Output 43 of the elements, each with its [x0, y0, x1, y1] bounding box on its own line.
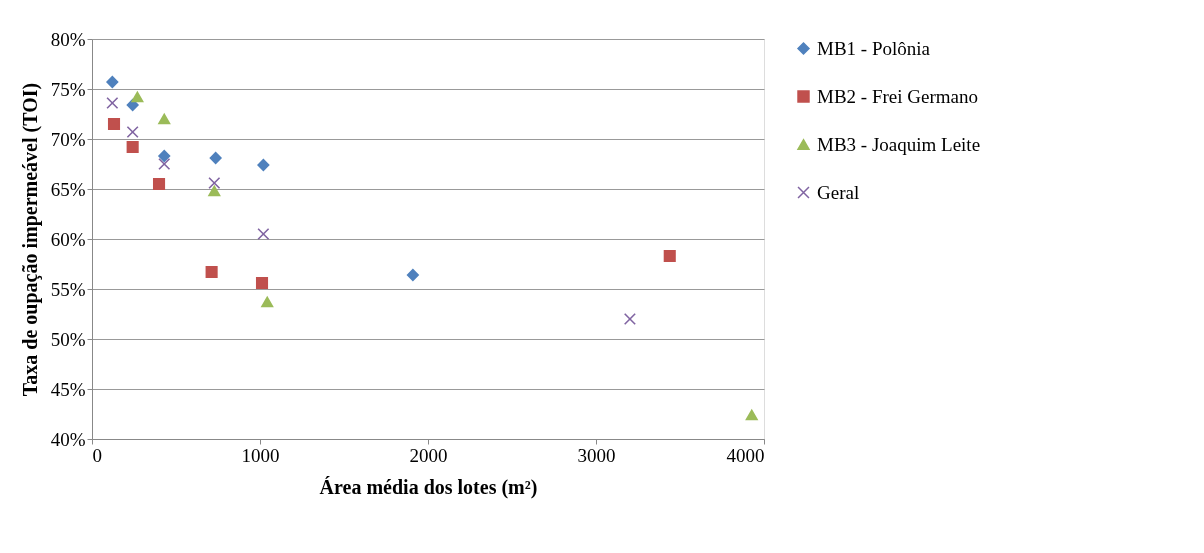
x-tick-label: 3000: [577, 444, 616, 466]
x-tick-label: 1000: [241, 444, 280, 466]
point: [255, 276, 269, 290]
y-tick-label: 50%: [50, 328, 86, 350]
point: [209, 151, 222, 165]
point: [745, 409, 758, 421]
point: [208, 185, 221, 197]
point: [257, 158, 270, 172]
y-axis-title: Taxa de oupação impermeável (TOI): [18, 82, 42, 397]
x-tick-label: 4000: [726, 444, 765, 466]
point: [107, 117, 121, 131]
y-tick-label: 75%: [50, 78, 86, 100]
point: [406, 268, 419, 282]
point: [131, 91, 144, 103]
y-tick-label: 65%: [50, 178, 86, 200]
point: [261, 296, 274, 308]
x-tick-label: 2000: [409, 444, 448, 466]
legend-label: MB1 - Polônia: [817, 37, 931, 59]
y-tick-label: 60%: [50, 228, 86, 250]
point: [158, 113, 171, 125]
point: [106, 96, 119, 110]
point: [257, 227, 270, 241]
point: [126, 140, 139, 154]
point: [208, 176, 221, 190]
point: [106, 75, 119, 89]
legend-label: Geral: [817, 181, 860, 203]
y-tick-label: 45%: [50, 378, 86, 400]
legend-label: MB2 - Frei Germano: [817, 85, 978, 107]
point: [663, 249, 676, 263]
y-tick-label: 70%: [50, 128, 86, 150]
point: [623, 312, 636, 326]
y-tick-label: 55%: [50, 278, 86, 300]
point: [158, 157, 171, 171]
y-tick-label: 80%: [50, 28, 86, 50]
point: [126, 125, 139, 139]
point: [205, 265, 218, 279]
y-tick-label: 40%: [50, 428, 86, 450]
point: [126, 98, 139, 112]
x-axis-title: Área média dos lotes (m²): [319, 475, 538, 499]
x-tick-label: 0: [92, 444, 102, 466]
legend-label: MB3 - Joaquim Leite: [817, 133, 981, 155]
point: [152, 177, 166, 191]
point: [158, 149, 171, 163]
